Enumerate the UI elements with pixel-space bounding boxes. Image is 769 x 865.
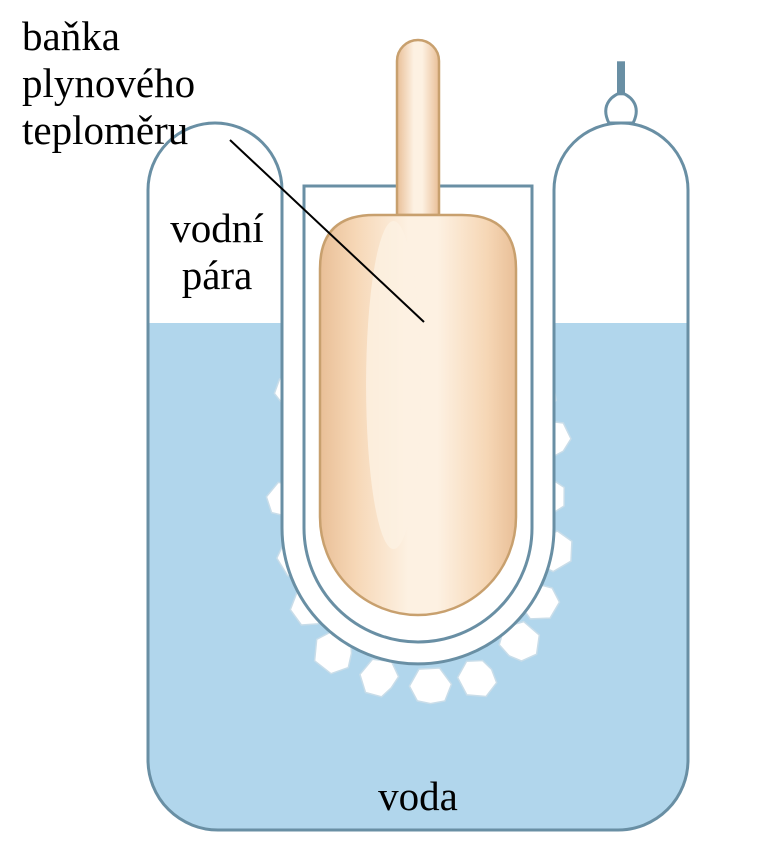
label-bulb-line3: teploměru bbox=[22, 107, 188, 153]
nozzle-stem bbox=[617, 61, 625, 95]
label-vapor-line2: pára bbox=[182, 252, 253, 298]
label-bulb-line2: plynového bbox=[22, 60, 195, 106]
nozzle-bulb bbox=[606, 93, 636, 123]
label-vapor-line1: vodní bbox=[170, 205, 263, 251]
triple-point-diagram: baňkaplynovéhoteploměru vodnípára voda bbox=[0, 0, 769, 865]
label-bulb-line1: baňka bbox=[22, 13, 120, 59]
bulb-neck bbox=[397, 40, 439, 215]
bulb-highlight bbox=[366, 221, 421, 549]
label-water: voda bbox=[378, 773, 458, 819]
